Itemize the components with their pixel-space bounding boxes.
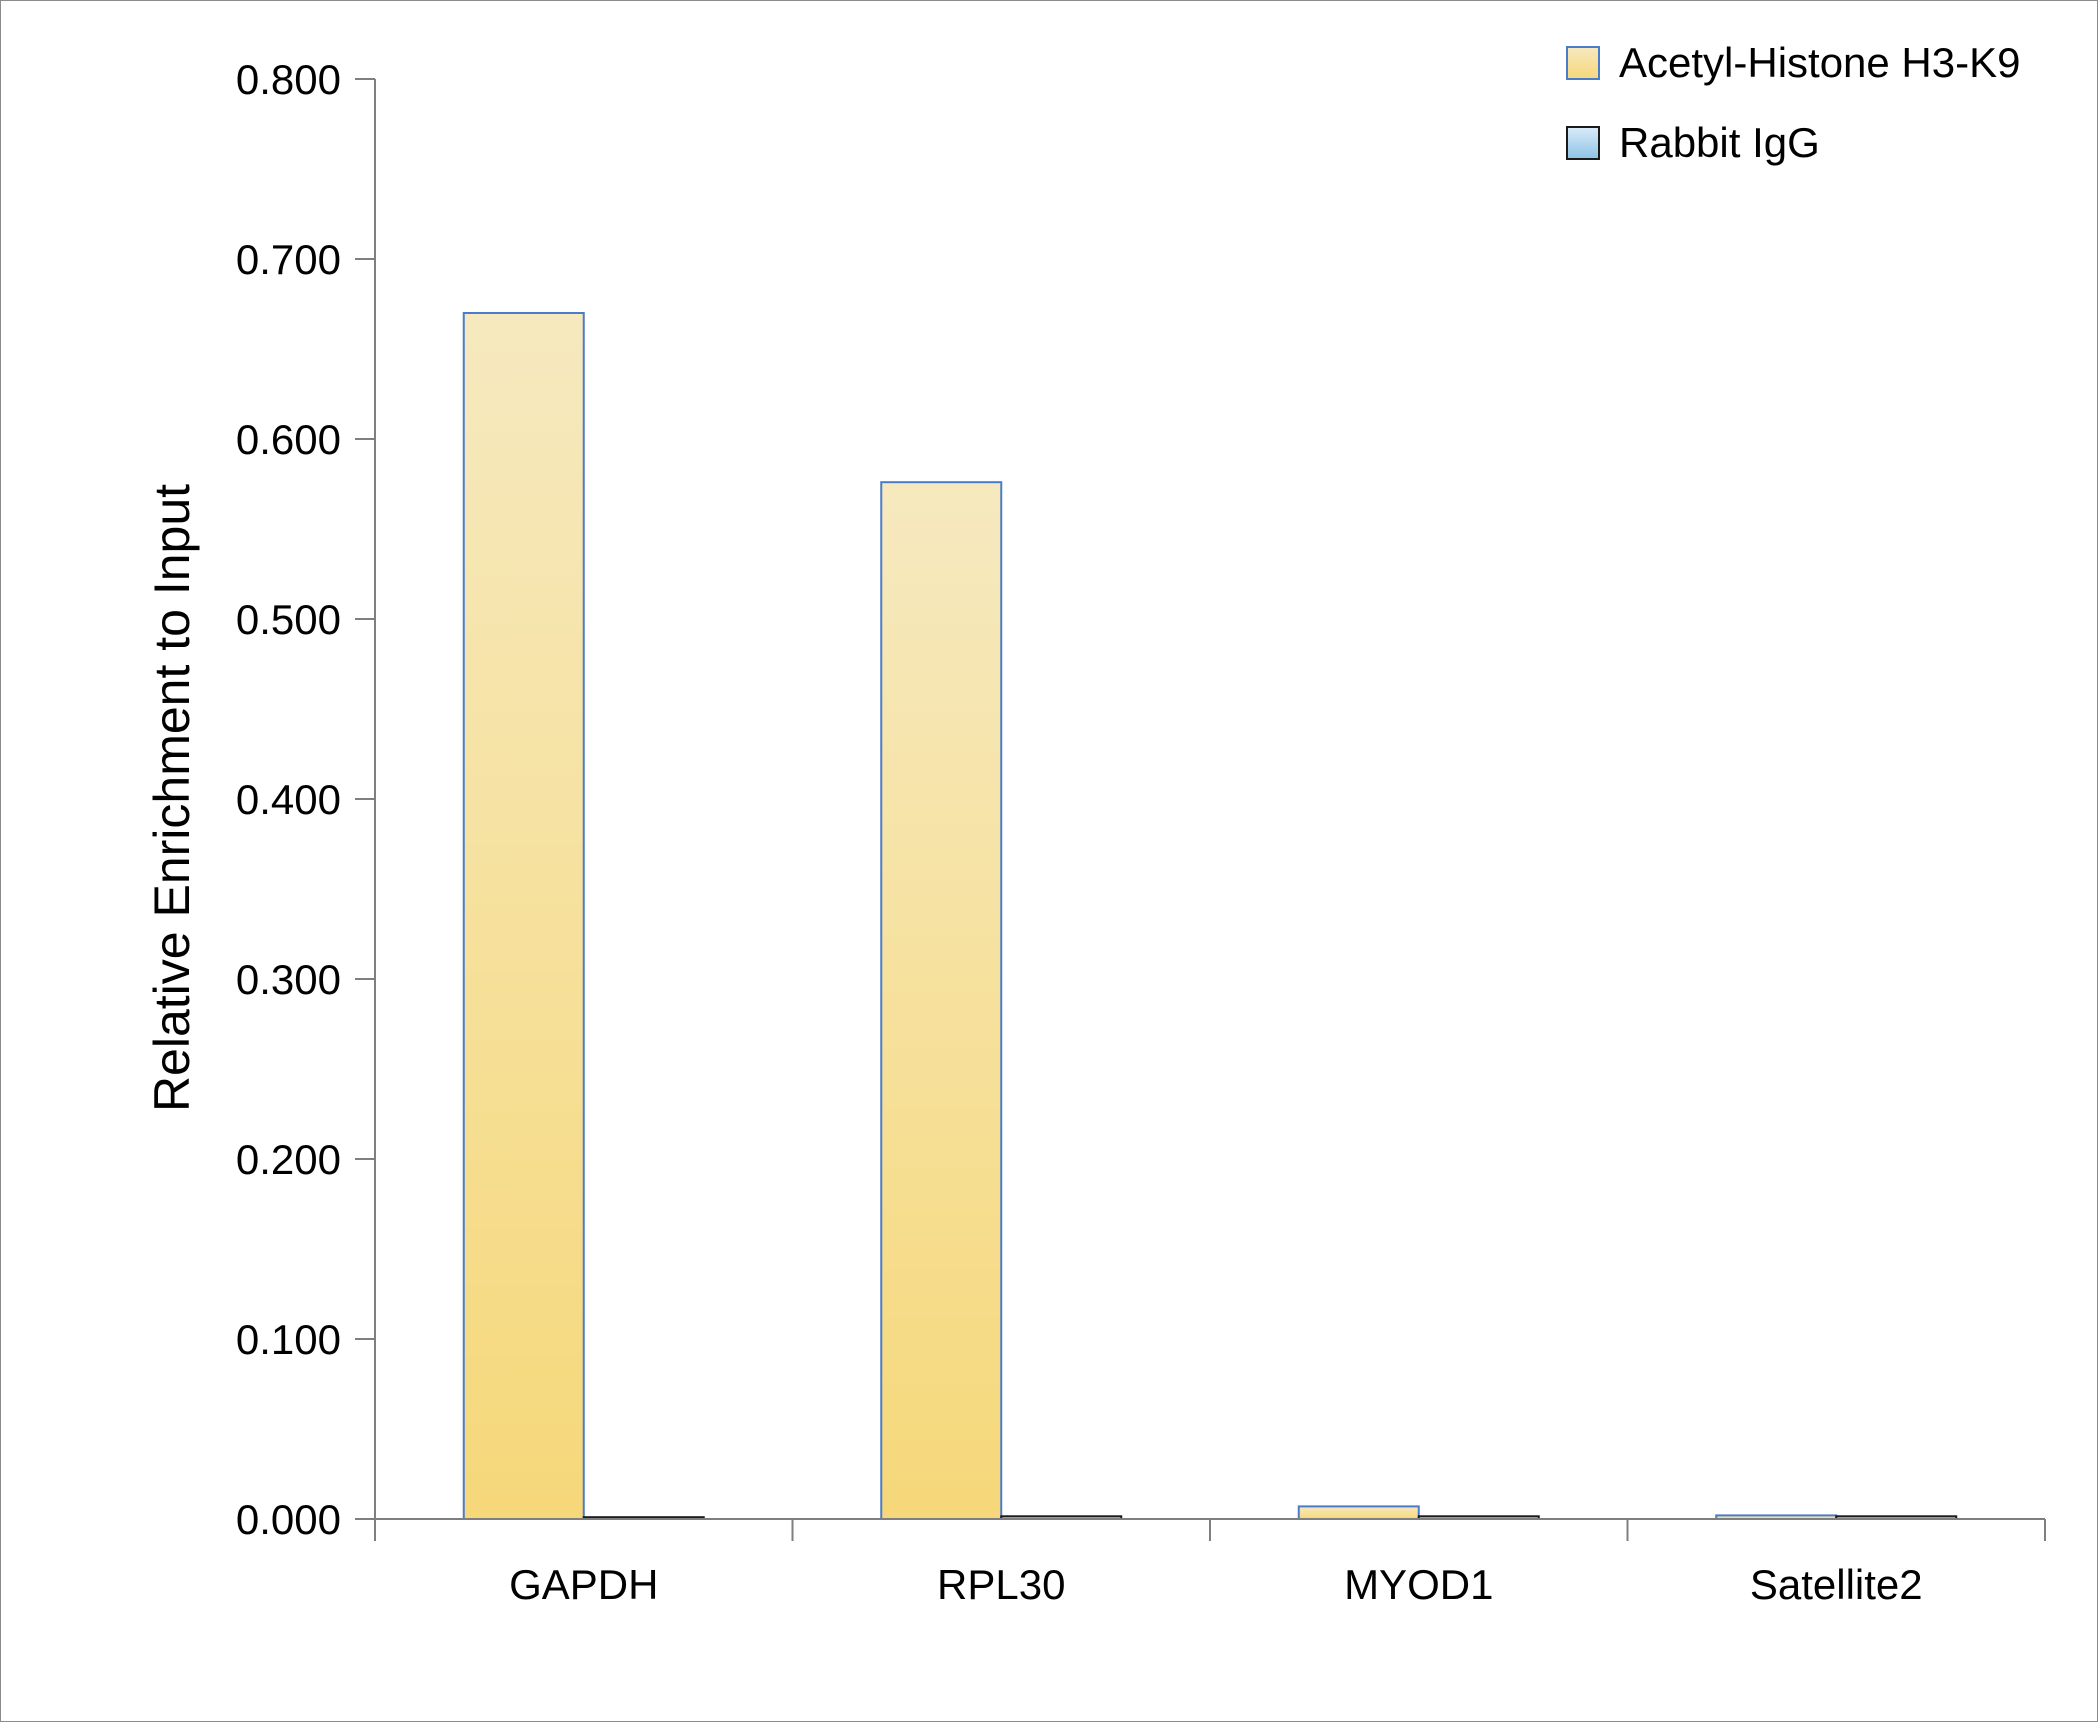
x-category-label: GAPDH: [509, 1561, 658, 1608]
x-category-label: RPL30: [937, 1561, 1065, 1608]
y-axis-title: Relative Enrichment to Input: [144, 484, 200, 1112]
x-category-label: MYOD1: [1344, 1561, 1493, 1608]
legend: Acetyl-Histone H3-K9 Rabbit IgG: [1566, 39, 2020, 166]
y-tick-label: 0.100: [236, 1316, 341, 1363]
y-tick-label: 0.400: [236, 776, 341, 823]
y-tick-label: 0.600: [236, 416, 341, 463]
y-tick-label: 0.800: [236, 56, 341, 103]
axes: [374, 79, 2046, 1541]
legend-swatch-acetyl-histone: [1566, 46, 1600, 80]
legend-swatch-rabbit-igg: [1566, 126, 1600, 160]
y-tick-label: 0.500: [236, 596, 341, 643]
x-category-label: Satellite2: [1750, 1561, 1923, 1608]
y-axis-ticks: 0.000 0.100 0.200 0.300 0.400 0.500 0.600 0.700…: [236, 56, 375, 1543]
y-tick-label: 0.000: [236, 1496, 341, 1543]
y-tick-label: 0.200: [236, 1136, 341, 1183]
x-axis-labels: GAPDH RPL30 MYOD1 Satellite2: [509, 1561, 1923, 1608]
bar-myod1-acetyl-histone: [1297, 1505, 1420, 1521]
bars: [462, 312, 1958, 1521]
y-tick-label: 0.300: [236, 956, 341, 1003]
bar-rpl30-acetyl-histone: [880, 481, 1003, 1521]
legend-label-acetyl-histone: Acetyl-Histone H3-K9: [1619, 39, 2020, 86]
legend-label-rabbit-igg: Rabbit IgG: [1619, 119, 1820, 166]
bar-gapdh-acetyl-histone: [462, 312, 585, 1520]
y-tick-label: 0.700: [236, 236, 341, 283]
